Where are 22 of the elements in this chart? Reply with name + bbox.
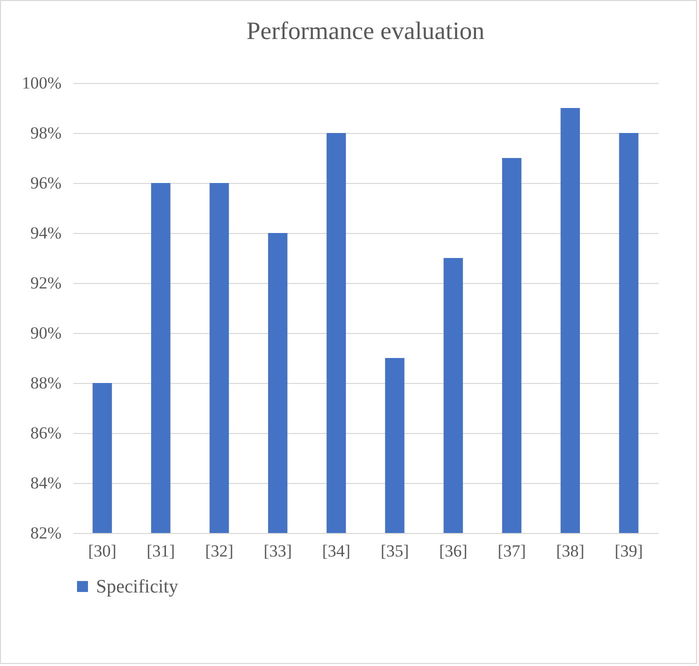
x-tick-label: [34] (322, 542, 350, 560)
legend-label: Specificity (96, 576, 179, 598)
x-tick-label: [37] (498, 542, 526, 560)
y-tick-label: 92% (30, 274, 62, 292)
y-tick-label: 96% (30, 174, 62, 192)
x-tick-label: [30] (88, 542, 116, 560)
x-tick-label: [38] (556, 542, 584, 560)
y-tick-label: 98% (30, 124, 62, 142)
x-tick-label: [33] (264, 542, 292, 560)
x-tick-label: [31] (146, 542, 175, 560)
y-tick-label: 94% (30, 224, 62, 242)
y-tick-label: 100% (22, 74, 62, 92)
y-tick-label: 82% (30, 524, 62, 542)
y-tick-label: 84% (30, 474, 62, 492)
y-tick-label: 88% (30, 374, 62, 392)
x-tick-label: [35] (380, 542, 409, 560)
y-tick-label: 86% (30, 424, 62, 442)
y-tick-label: 90% (30, 324, 62, 342)
x-tick-label: [39] (614, 542, 643, 560)
x-tick-label: [36] (439, 542, 468, 560)
chart-title: Performance evaluation (246, 18, 486, 45)
x-tick-label: [32] (205, 542, 234, 560)
